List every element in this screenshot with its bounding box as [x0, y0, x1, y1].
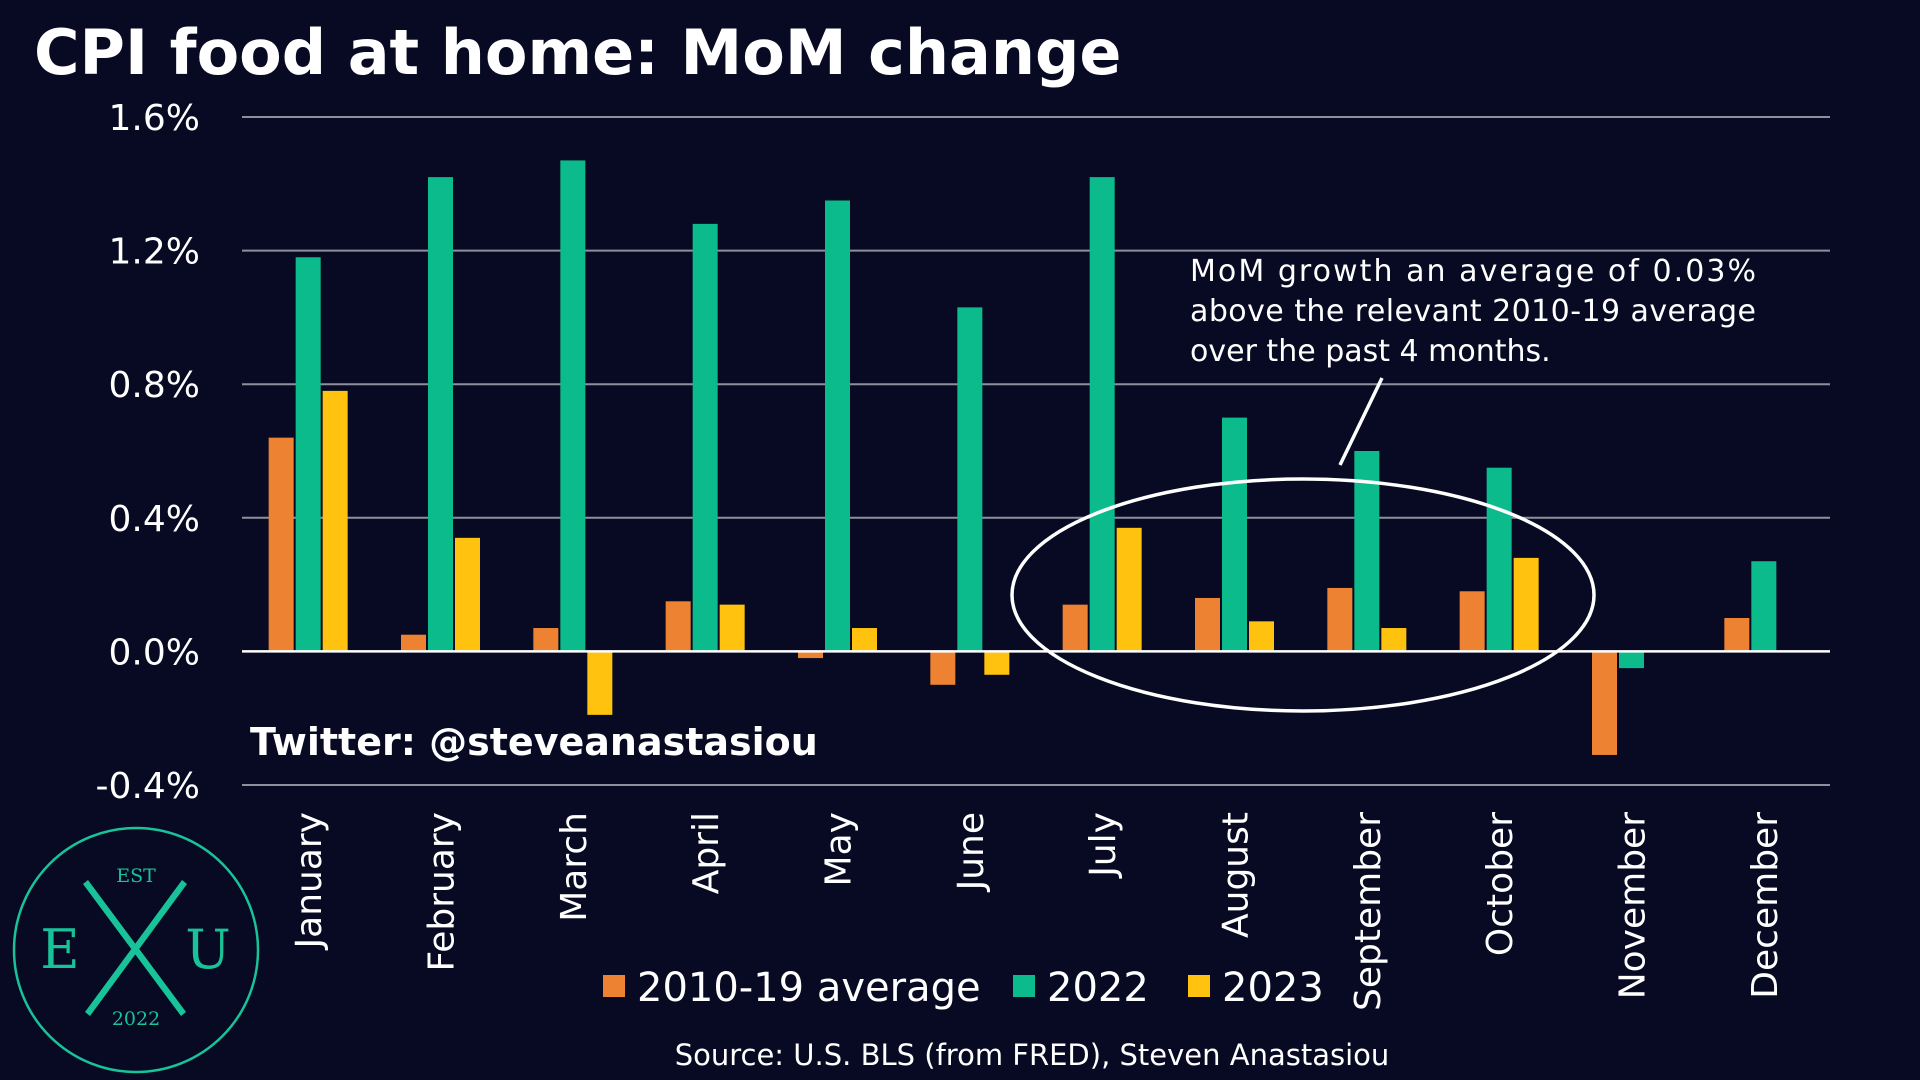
x-tick-label: July	[1083, 812, 1124, 879]
bar-2010-19-average-may	[798, 651, 823, 659]
annotation: MoM growth an average of 0.03% above the …	[1190, 254, 1756, 369]
legend-swatch	[603, 975, 625, 997]
bar-2010-19-average-june	[930, 651, 956, 685]
x-tick-label: September	[1348, 812, 1389, 1011]
bar-2010-19-average-august	[1195, 597, 1220, 652]
bar-2010-19-average-march	[533, 628, 559, 652]
y-tick-label: 0.8%	[109, 365, 200, 406]
y-tick-label: 1.6%	[109, 98, 200, 139]
x-tick-label: June	[951, 812, 992, 892]
legend-label: 2022	[1047, 965, 1149, 1011]
legend-label: 2010-19 average	[637, 965, 981, 1011]
chart-title: CPI food at home: MoM change	[34, 16, 1121, 89]
y-tick-label: 0.0%	[109, 632, 200, 673]
annotation-line: above the relevant 2010-19 average	[1190, 294, 1756, 329]
logo-ring	[12, 826, 260, 1074]
y-axis: -0.4% 0.0% 0.4% 0.8% 1.2% 1.6%	[96, 98, 200, 807]
bar-2022-february	[428, 177, 453, 652]
bar-2023-september	[1381, 628, 1407, 652]
bar-2023-july	[1116, 527, 1142, 652]
annotation-line: MoM growth an average of 0.03%	[1190, 254, 1756, 289]
logo-cross-icon-2	[85, 880, 187, 1016]
bar-2010-19-average-april	[665, 601, 691, 652]
bar-2022-october	[1486, 467, 1512, 652]
bars	[268, 160, 1777, 755]
bar-2022-june	[957, 307, 983, 652]
bar-2022-april	[692, 223, 718, 652]
x-tick-label: February	[422, 812, 463, 972]
bar-2010-19-average-october	[1459, 591, 1485, 652]
bar-2010-19-average-february	[401, 634, 426, 652]
bar-2023-march	[587, 651, 613, 715]
bar-2022-january	[295, 257, 321, 652]
bar-2010-19-average-january	[268, 437, 294, 652]
x-tick-label: March	[554, 812, 595, 922]
bar-2023-june	[984, 651, 1010, 675]
x-tick-label: April	[686, 812, 727, 894]
bar-2022-september	[1354, 451, 1380, 652]
y-tick-label: 0.4%	[109, 499, 200, 540]
highlight-ellipse	[1010, 477, 1596, 713]
bar-2022-november	[1619, 651, 1644, 669]
x-axis: January February March April May June July Augu…	[289, 812, 1786, 1011]
annotation-pointer	[1338, 377, 1384, 466]
bar-2010-19-average-september	[1327, 587, 1353, 652]
logo-letter-u: U	[185, 918, 231, 981]
legend-swatch	[1188, 975, 1210, 997]
bar-2023-february	[455, 537, 480, 652]
bar-2022-august	[1222, 417, 1247, 652]
logo-est: EST	[116, 865, 156, 887]
annotation-line: over the past 4 months.	[1190, 334, 1551, 369]
x-tick-label: November	[1613, 812, 1654, 999]
x-tick-label: May	[819, 812, 860, 886]
x-tick-label: August	[1216, 812, 1257, 938]
bar-2023-october	[1513, 557, 1539, 652]
y-tick-label: 1.2%	[109, 232, 200, 273]
y-tick-label: -0.4%	[96, 766, 200, 807]
bar-2022-march	[560, 160, 586, 652]
bar-2022-december	[1751, 561, 1777, 652]
bar-2023-may	[852, 628, 877, 652]
bar-2023-august	[1249, 621, 1274, 652]
x-tick-label: January	[289, 812, 330, 950]
bar-2023-april	[719, 604, 745, 652]
legend-swatch	[1013, 975, 1035, 997]
x-tick-label: December	[1745, 812, 1786, 999]
source-note: Source: U.S. BLS (from FRED), Steven Ana…	[675, 1038, 1390, 1072]
logo-year: 2022	[112, 1008, 160, 1030]
bar-2023-january	[322, 390, 348, 652]
bar-2022-july	[1089, 177, 1115, 652]
bar-2010-19-average-november	[1592, 651, 1617, 755]
twitter-credit: Twitter: @steveanastasiou	[250, 720, 818, 764]
x-tick-label: October	[1480, 812, 1521, 956]
bar-2010-19-average-december	[1724, 618, 1750, 652]
grid	[242, 116, 1830, 786]
bar-2022-may	[825, 200, 850, 652]
bar-2010-19-average-july	[1062, 604, 1088, 652]
logo-letter-e: E	[40, 918, 79, 981]
legend: 2010-19 average 2022 2023	[603, 965, 1324, 1011]
exu-logo: EST E U 2022	[12, 826, 260, 1074]
legend-label: 2023	[1222, 965, 1324, 1011]
